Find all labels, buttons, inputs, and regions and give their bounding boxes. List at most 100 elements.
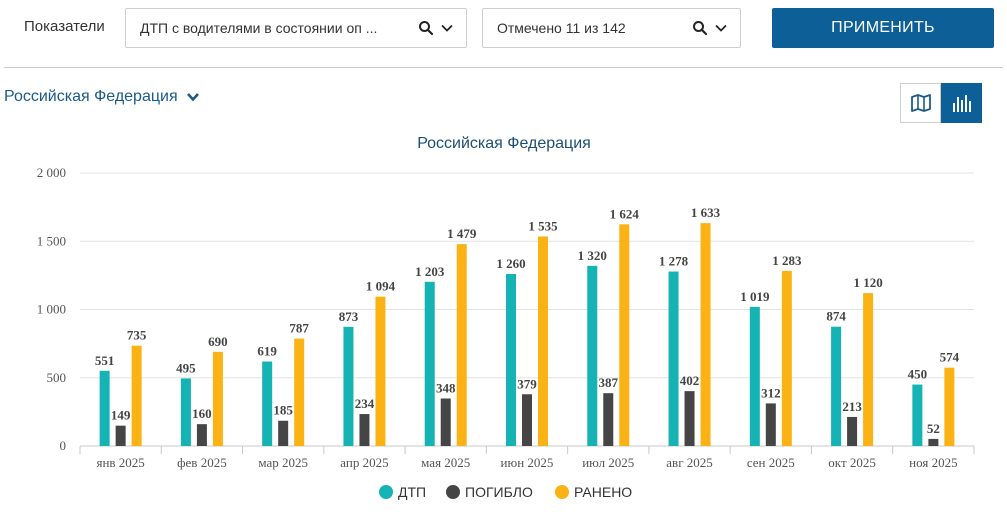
legend-item[interactable]: РАНЕНО: [555, 484, 632, 500]
region-dropdown[interactable]: Российская Федерация: [4, 88, 200, 106]
chart-title: Российская Федерация: [417, 135, 591, 152]
bar[interactable]: [456, 244, 467, 446]
legend-label: РАНЕНО: [574, 484, 632, 500]
bar[interactable]: [343, 326, 354, 446]
data-label: 1 535: [528, 218, 558, 233]
bar[interactable]: [603, 393, 614, 446]
view-toggle: [900, 83, 982, 125]
bar[interactable]: [278, 420, 289, 446]
y-tick-label: 500: [47, 370, 67, 385]
data-label: 735: [127, 328, 147, 343]
x-tick-label: ноя 2025: [909, 455, 957, 470]
x-tick-label: мая 2025: [421, 455, 470, 470]
filter-bar: Показатели ДТП с водителями в состоянии …: [0, 0, 1007, 68]
bar[interactable]: [440, 398, 451, 446]
bar[interactable]: [749, 306, 760, 446]
bar[interactable]: [863, 293, 874, 446]
bar[interactable]: [180, 378, 191, 446]
chart-view-button[interactable]: [941, 83, 982, 123]
bar[interactable]: [506, 274, 516, 446]
search-icon[interactable]: [418, 20, 434, 36]
bar[interactable]: [765, 403, 776, 446]
legend-item[interactable]: ДТП: [379, 484, 426, 500]
bar[interactable]: [847, 416, 858, 446]
bar[interactable]: [196, 424, 207, 446]
chevron-down-icon[interactable]: [440, 21, 454, 35]
data-label: 312: [761, 385, 781, 400]
bar[interactable]: [684, 391, 695, 446]
bar[interactable]: [781, 270, 792, 446]
x-tick-label: мар 2025: [258, 455, 308, 470]
bar-chart: Российская Федерация 0 500 1 000 1 500 2 000…: [37, 135, 975, 500]
data-label: 787: [289, 321, 309, 336]
x-tick-label: июн 2025: [501, 455, 554, 470]
legend-label: ДТП: [398, 484, 426, 500]
bar[interactable]: [262, 361, 273, 446]
x-tick-label: сен 2025: [747, 455, 795, 470]
indicator-select-value: ДТП с водителями в состоянии оп ...: [140, 20, 378, 36]
bar[interactable]: [115, 425, 126, 446]
map-view-button[interactable]: [900, 83, 941, 123]
bar[interactable]: [212, 351, 223, 446]
chevron-down-icon: [186, 90, 200, 104]
bar[interactable]: [538, 236, 548, 446]
x-tick-label: апр 2025: [340, 455, 388, 470]
bar[interactable]: [359, 414, 370, 446]
legend-marker: [555, 485, 569, 499]
data-label: 402: [680, 373, 700, 388]
region-multiselect-value: Отмечено 11 из 142: [497, 20, 626, 36]
data-label: 387: [599, 375, 619, 390]
data-label: 1 278: [659, 254, 689, 269]
x-tick-label: фев 2025: [177, 455, 227, 470]
data-label: 551: [95, 353, 115, 368]
apply-button[interactable]: ПРИМЕНИТЬ: [772, 8, 994, 48]
y-tick-label: 1 500: [37, 233, 66, 248]
legend-marker: [446, 485, 460, 499]
bar[interactable]: [99, 370, 110, 446]
data-label: 495: [176, 360, 196, 375]
y-tick-label: 0: [60, 438, 67, 453]
data-label: 1 283: [772, 253, 802, 268]
region-multiselect[interactable]: Отмечено 11 из 142: [482, 8, 741, 48]
bar[interactable]: [375, 296, 386, 446]
legend-marker: [379, 485, 393, 499]
region-dropdown-label: Российская Федерация: [4, 88, 178, 105]
data-label: 52: [927, 421, 940, 436]
data-label: 1 120: [853, 275, 882, 290]
x-tick-label: авг 2025: [666, 455, 713, 470]
data-label: 873: [339, 309, 359, 324]
data-label: 1 320: [578, 248, 607, 263]
bar[interactable]: [522, 394, 532, 446]
x-tick-label: июл 2025: [582, 455, 634, 470]
legend-label: ПОГИБЛО: [465, 484, 533, 500]
data-label: 213: [842, 399, 862, 414]
bar[interactable]: [668, 271, 679, 446]
divider: [4, 67, 1003, 68]
data-label: 379: [517, 376, 537, 391]
bar[interactable]: [619, 224, 630, 446]
bar[interactable]: [294, 338, 305, 446]
legend-item[interactable]: ПОГИБЛО: [446, 484, 533, 500]
x-tick-label: янв 2025: [96, 455, 144, 470]
search-icon[interactable]: [692, 20, 708, 36]
bar[interactable]: [944, 367, 955, 446]
data-label: 1 203: [415, 264, 445, 279]
bar[interactable]: [424, 281, 435, 446]
bar-chart-icon: [952, 94, 972, 112]
y-tick-label: 1 000: [37, 302, 66, 317]
x-tick-label: окт 2025: [828, 455, 876, 470]
data-label: 1 019: [740, 289, 770, 304]
bar[interactable]: [912, 384, 923, 446]
bar[interactable]: [131, 345, 142, 446]
data-label: 234: [355, 396, 375, 411]
data-label: 348: [436, 380, 456, 395]
chevron-down-icon[interactable]: [714, 21, 728, 35]
bar[interactable]: [587, 265, 598, 446]
bar[interactable]: [831, 326, 842, 446]
map-icon: [910, 94, 931, 112]
bar[interactable]: [700, 223, 711, 446]
indicator-select[interactable]: ДТП с водителями в состоянии оп ...: [125, 8, 467, 48]
data-label: 1 260: [496, 256, 525, 271]
data-label: 1 624: [610, 206, 640, 221]
bar[interactable]: [928, 438, 939, 446]
